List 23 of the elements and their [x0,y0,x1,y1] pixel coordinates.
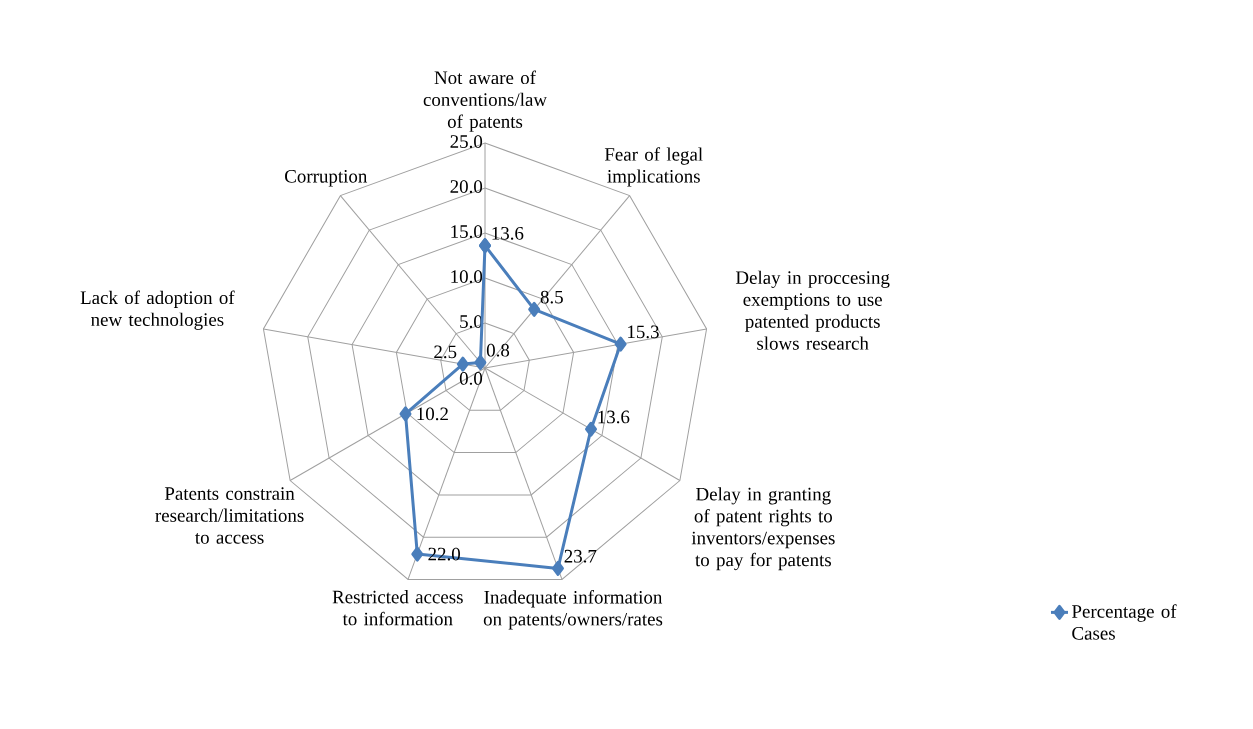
y-tick-label: 10.0 [451,270,483,283]
spoke-label: Not aware of conventions/law of patents [423,70,547,132]
spoke-label: Delay in proccesing exemptions to use patented products slows research [735,270,890,350]
spoke-label: Patents constrain research/limitations to access [155,487,304,544]
legend-label: Percentage of Cases [1072,604,1177,640]
spoke-label: Fear of legal implications [604,147,703,187]
data-label: 23.7 [564,549,597,563]
y-tick-label: 25.0 [450,135,483,148]
y-tick-label: 15.0 [451,225,483,238]
spoke-label: Corruption [285,169,368,187]
data-label: 13.6 [492,226,524,240]
spoke-label: Lack of adoption of new technologies [80,290,235,330]
data-label: 2.5 [434,345,457,359]
spoke-label: Inadequate information on patents/owners/rates [483,590,663,630]
data-label: 0.8 [486,343,510,357]
y-tick-label: 0.0 [459,372,483,385]
data-label: 10.2 [417,407,448,421]
data-label: 15.3 [628,325,659,339]
data-label: 13.6 [598,410,630,424]
y-tick-label: 20.0 [450,180,483,193]
data-label: 8.5 [540,290,563,304]
spoke-label: Restricted access to information [332,590,463,626]
spoke-label: Delay in granting of patent rights to inventors/expenses to pay for patents [691,487,835,571]
